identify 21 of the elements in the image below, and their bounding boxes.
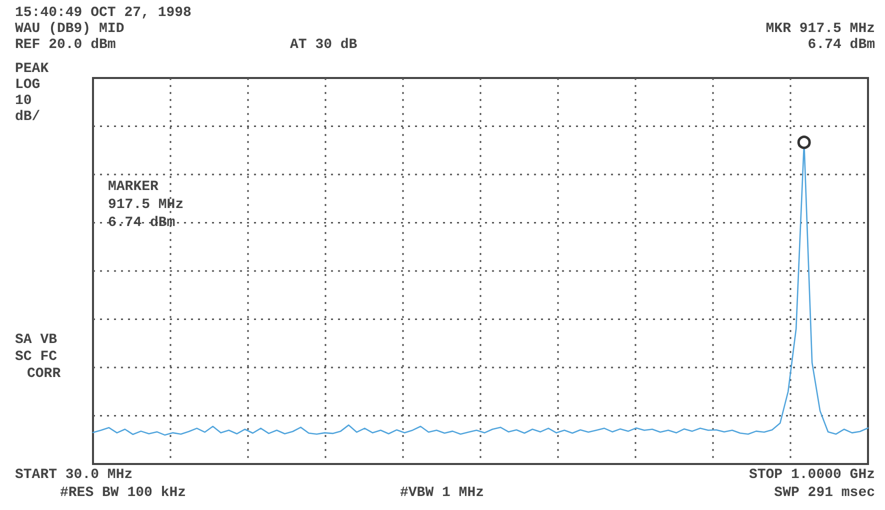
text: REF 20.0 dBm (15, 37, 116, 53)
text: #VBW 1 MHz (400, 485, 484, 501)
text: dB/ (15, 109, 40, 125)
text: #RES BW 100 kHz (60, 485, 186, 501)
text: 10 (15, 93, 32, 109)
annotation: 6.74 dBm (108, 215, 176, 231)
text: WAU (DB9) MID (15, 21, 124, 37)
text: MKR 917.5 MHz (766, 21, 875, 37)
text: SA VB (15, 332, 58, 348)
annotation: MARKER (108, 179, 160, 195)
text: AT 30 dB (290, 37, 358, 53)
text: LOG (15, 77, 40, 93)
annotation: 917.5 MHz (108, 197, 184, 213)
text: CORR (27, 366, 62, 382)
text: SC FC (15, 349, 58, 365)
text: 15:40:49 OCT 27, 1998 (15, 5, 192, 21)
text: START 30.0 MHz (15, 467, 133, 483)
text: PEAK (15, 61, 50, 77)
text: STOP 1.0000 GHz (748, 467, 876, 483)
text: SWP 291 msec (774, 485, 876, 501)
text: 6.74 dBm (808, 37, 876, 53)
